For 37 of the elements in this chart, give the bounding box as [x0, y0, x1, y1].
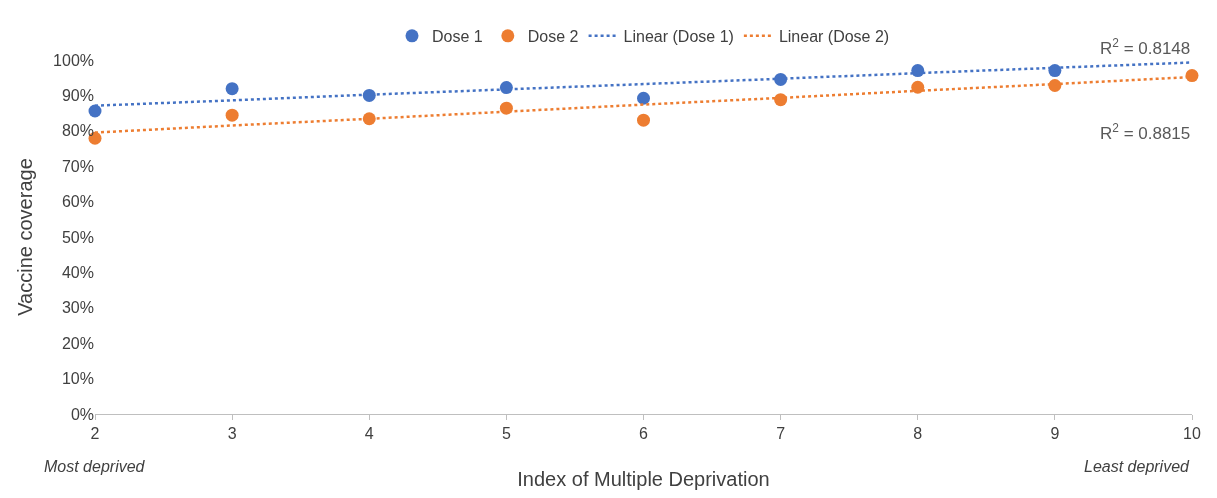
x-tick-label: 5 — [501, 425, 511, 443]
legend-label: Linear (Dose 2) — [778, 28, 890, 46]
x-tick-label: 10 — [1183, 425, 1201, 443]
point — [911, 80, 925, 94]
y-axis-title: Vaccine coverage — [13, 158, 36, 316]
x-tick-label: 3 — [227, 425, 237, 443]
y-tick-label: 80% — [61, 122, 94, 140]
text: Most deprived — [44, 458, 146, 475]
legend-label: Linear (Dose 1) — [623, 28, 734, 46]
point — [1185, 69, 1199, 83]
y-tick-label: 100% — [53, 51, 94, 69]
text: Least deprived — [1084, 458, 1191, 475]
x-axis-title: Index of Multiple Deprivation — [517, 467, 770, 490]
x-tick-label: 9 — [1050, 425, 1060, 443]
x-tick-label: 6 — [639, 425, 649, 443]
y-tick-label: 40% — [61, 264, 94, 281]
y-tick-label: 10% — [61, 370, 94, 388]
y-tick-label: 20% — [61, 334, 94, 352]
x-tick-label: 4 — [364, 425, 374, 443]
y-tick-label: 50% — [61, 228, 94, 246]
point — [225, 82, 239, 96]
y-tick-label: 70% — [61, 157, 94, 175]
point — [637, 113, 650, 127]
x-tick-label: 7 — [776, 425, 786, 443]
y-tick-label: 60% — [61, 193, 94, 211]
x-tick-label: 8 — [913, 425, 923, 443]
annotation: R$^{2}$ = 0.8815 — [1100, 121, 1191, 144]
legend-label: Dose 1 — [432, 28, 483, 46]
legend-label: Dose 2 — [527, 28, 579, 46]
y-tick-label: 30% — [61, 299, 94, 317]
point — [911, 64, 925, 78]
x-tick-label: 2 — [90, 425, 100, 443]
point — [637, 91, 650, 105]
y-tick-label: 0% — [70, 405, 94, 423]
text: R$^{2}$ = 0.8148 — [1100, 36, 1191, 59]
point — [225, 108, 239, 122]
y-tick-label: 90% — [61, 87, 94, 104]
